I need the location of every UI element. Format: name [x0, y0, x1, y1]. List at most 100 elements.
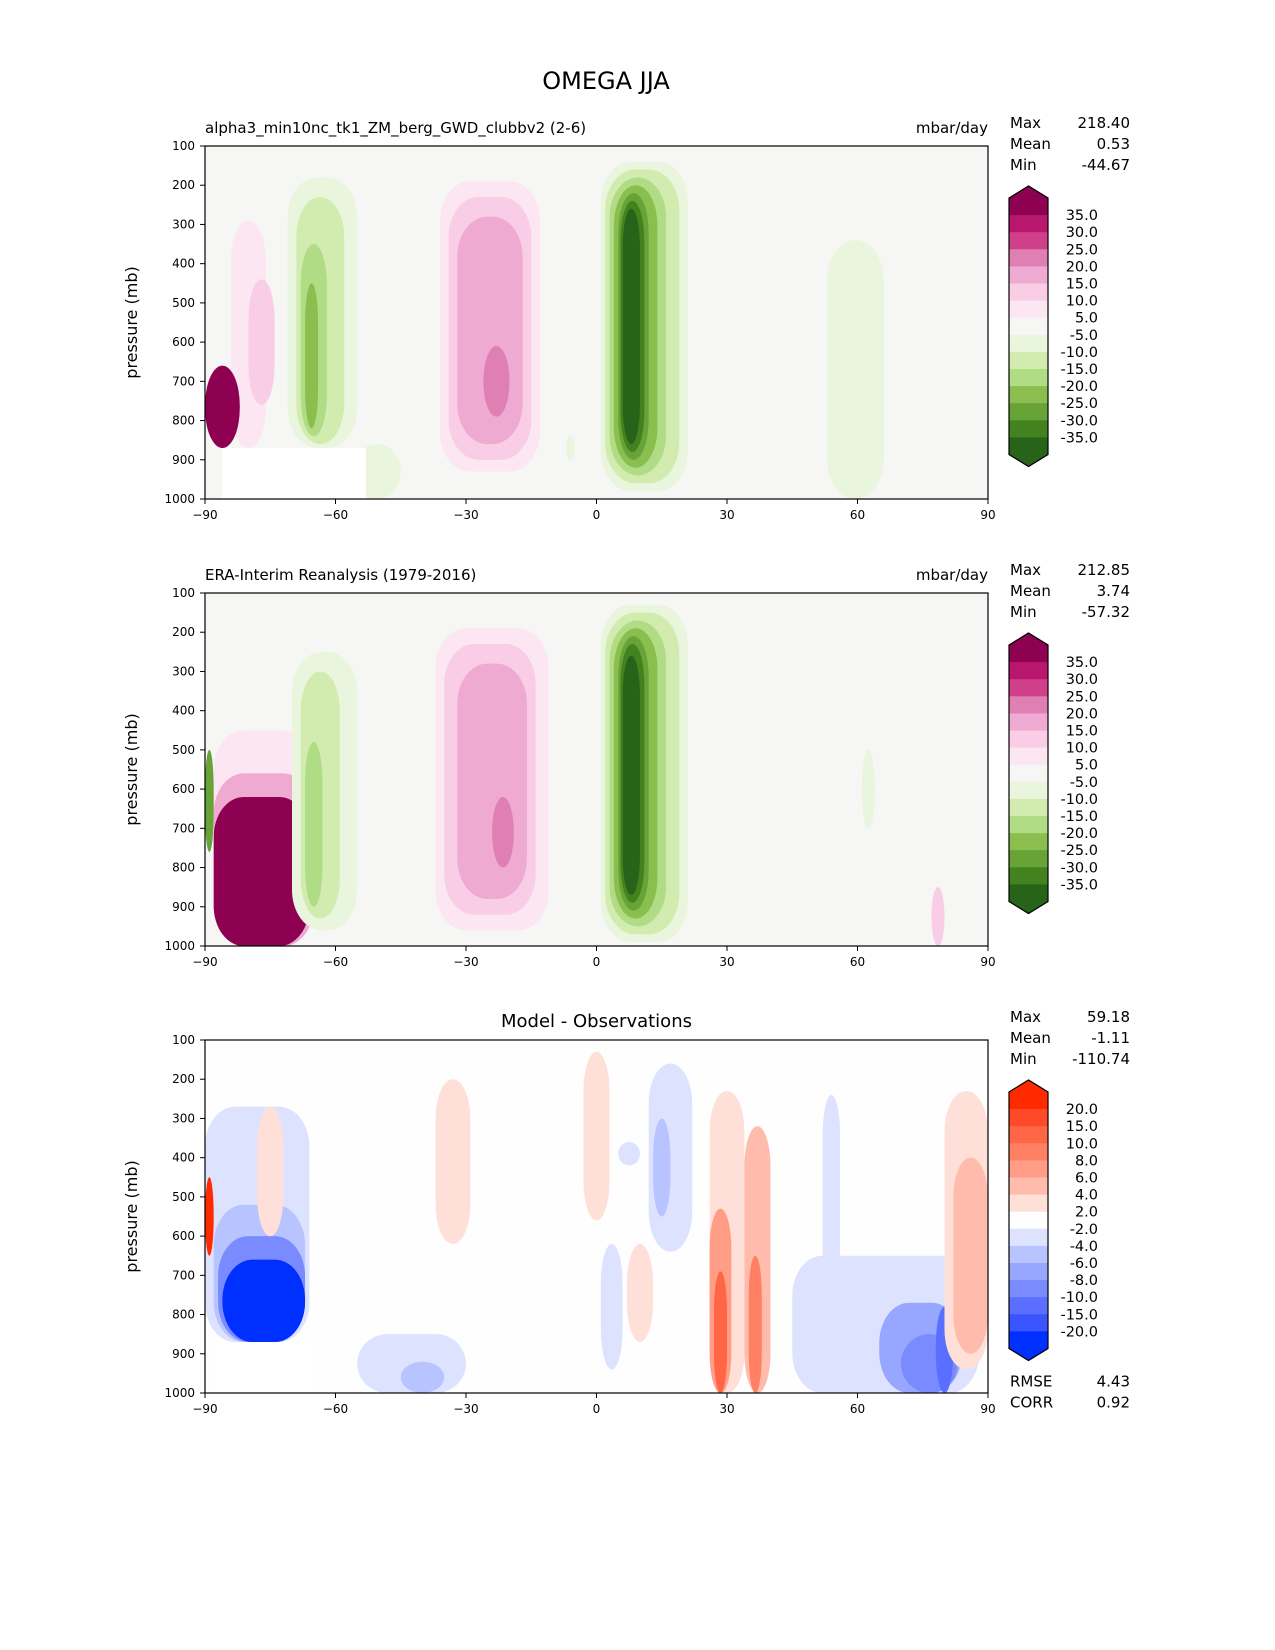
colorbar-tick-label: -20.0 — [1060, 1324, 1098, 1340]
colorbar-segment — [1009, 198, 1048, 216]
y-tick-label: 400 — [172, 704, 195, 718]
stat-value: 218.40 — [1078, 114, 1131, 132]
contour-region — [600, 1243, 623, 1370]
x-tick-label: −90 — [192, 1402, 217, 1416]
y-tick-label: 700 — [172, 374, 195, 388]
x-tick-label: 90 — [980, 508, 995, 522]
x-tick-label: 0 — [593, 1402, 601, 1416]
contour-region — [305, 283, 319, 429]
x-tick-label: 30 — [719, 1402, 734, 1416]
colorbar-segment — [1009, 696, 1048, 714]
stat-label: Max — [1010, 561, 1041, 579]
colorbar-tick-label: 5.0 — [1075, 758, 1098, 774]
colorbar-segment — [1009, 420, 1048, 438]
stat-label: Mean — [1010, 1029, 1051, 1047]
y-tick-label: 900 — [172, 1347, 195, 1361]
y-tick-label: 500 — [172, 1190, 195, 1204]
y-tick-label: 700 — [172, 821, 195, 835]
colorbar-tick-label: -20.0 — [1060, 826, 1098, 842]
colorbar-segment — [1009, 334, 1048, 353]
colorbar-segment — [1009, 215, 1048, 233]
x-tick-label: 30 — [719, 508, 734, 522]
colorbar-extend-bottom — [1009, 901, 1048, 914]
colorbar-tick-label: 10.0 — [1066, 294, 1098, 310]
colorbar-outline — [1008, 185, 1049, 468]
colorbar-segment — [1009, 1297, 1048, 1315]
stat-value: 59.18 — [1087, 1008, 1130, 1026]
colorbar-tick-label: 15.0 — [1066, 724, 1098, 740]
contour-region — [205, 365, 240, 449]
y-tick-label: 1000 — [164, 1386, 195, 1400]
colorbar-tick-label: 30.0 — [1066, 225, 1098, 241]
colorbar-segment — [1009, 386, 1048, 404]
colorbar-segment — [1009, 317, 1048, 336]
below-ground-mask — [213, 1342, 319, 1393]
colorbar-tick-label: 25.0 — [1066, 689, 1098, 705]
colorbar-segment — [1009, 713, 1048, 731]
stat-value: -1.11 — [1091, 1029, 1130, 1047]
x-tick-label: 0 — [593, 508, 601, 522]
colorbar-segment — [1009, 1245, 1048, 1264]
panel-subtitle: alpha3_min10nc_tk1_ZM_berg_GWD_clubbv2 (… — [205, 119, 586, 138]
x-tick-label: 90 — [980, 955, 995, 969]
colorbar-tick-label: 15.0 — [1066, 1119, 1098, 1135]
x-tick-label: −30 — [453, 1402, 478, 1416]
x-tick-label: 30 — [719, 955, 734, 969]
stat-value: 212.85 — [1078, 561, 1131, 579]
y-tick-label: 300 — [172, 664, 195, 678]
colorbar-segment — [1009, 249, 1048, 267]
y-tick-label: 100 — [172, 586, 195, 600]
colorbar-tick-label: 20.0 — [1066, 706, 1098, 722]
colorbar-tick-label: -10.0 — [1060, 792, 1098, 808]
y-tick-label: 600 — [172, 782, 195, 796]
stat-label: Max — [1010, 114, 1041, 132]
colorbar-segment — [1009, 1143, 1048, 1161]
colorbar-tick-label: -8.0 — [1070, 1273, 1098, 1289]
colorbar-extend-top — [1009, 633, 1048, 645]
colorbar-tick-label: 10.0 — [1066, 1136, 1098, 1152]
contour-region — [822, 1094, 841, 1393]
x-tick-label: −60 — [323, 1402, 348, 1416]
colorbar-tick-label: 35.0 — [1066, 208, 1098, 224]
y-tick-label: 500 — [172, 296, 195, 310]
y-tick-label: 300 — [172, 1111, 195, 1125]
colorbar-segment — [1009, 266, 1048, 284]
y-tick-label: 1000 — [164, 939, 195, 953]
y-tick-label: 200 — [172, 625, 195, 639]
colorbar-segment — [1009, 1314, 1048, 1332]
y-tick-label: 400 — [172, 1151, 195, 1165]
y-tick-label: 300 — [172, 217, 195, 231]
colorbar-tick-label: 20.0 — [1066, 259, 1098, 275]
colorbar-segment — [1009, 884, 1048, 902]
x-tick-label: −90 — [192, 508, 217, 522]
stat-label: Max — [1010, 1008, 1041, 1026]
panel-observations: −90 −60 −30 0 30 60 90 100 200 300 400 500 600 700 800… — [122, 561, 1130, 969]
colorbar-segment — [1009, 1194, 1048, 1213]
contour-region — [953, 1157, 988, 1354]
colorbar-segment — [1009, 662, 1048, 680]
colorbar-segment — [1009, 1263, 1048, 1281]
y-tick-label: 400 — [172, 257, 195, 271]
colorbar-segment — [1009, 1211, 1048, 1230]
contour-region — [222, 1259, 306, 1343]
stat-value: -110.74 — [1072, 1050, 1130, 1068]
colorbar: 35.030.025.020.0 15.010.05.0-5.0-10.0-15.… — [1008, 185, 1098, 468]
y-tick-label: 900 — [172, 453, 195, 467]
y-axis-label: pressure (mb) — [122, 1160, 141, 1272]
colorbar-segment — [1009, 730, 1048, 749]
colorbar-tick-label: -5.0 — [1070, 328, 1098, 344]
colorbar-segment — [1009, 798, 1048, 817]
contour-region — [861, 749, 875, 829]
colorbar-tick-label: 15.0 — [1066, 277, 1098, 293]
contour-region — [731, 757, 797, 946]
colorbar-segment — [1009, 764, 1048, 783]
colorbar-segment — [1009, 781, 1048, 800]
stat-label: Min — [1010, 603, 1037, 621]
contour-region — [205, 1177, 214, 1256]
colorbar-tick-label: -20.0 — [1060, 379, 1098, 395]
contour-region — [213, 796, 310, 946]
colorbar-segment — [1009, 1177, 1048, 1196]
colorbar-tick-label: 25.0 — [1066, 242, 1098, 258]
colorbar-tick-label: -10.0 — [1060, 345, 1098, 361]
